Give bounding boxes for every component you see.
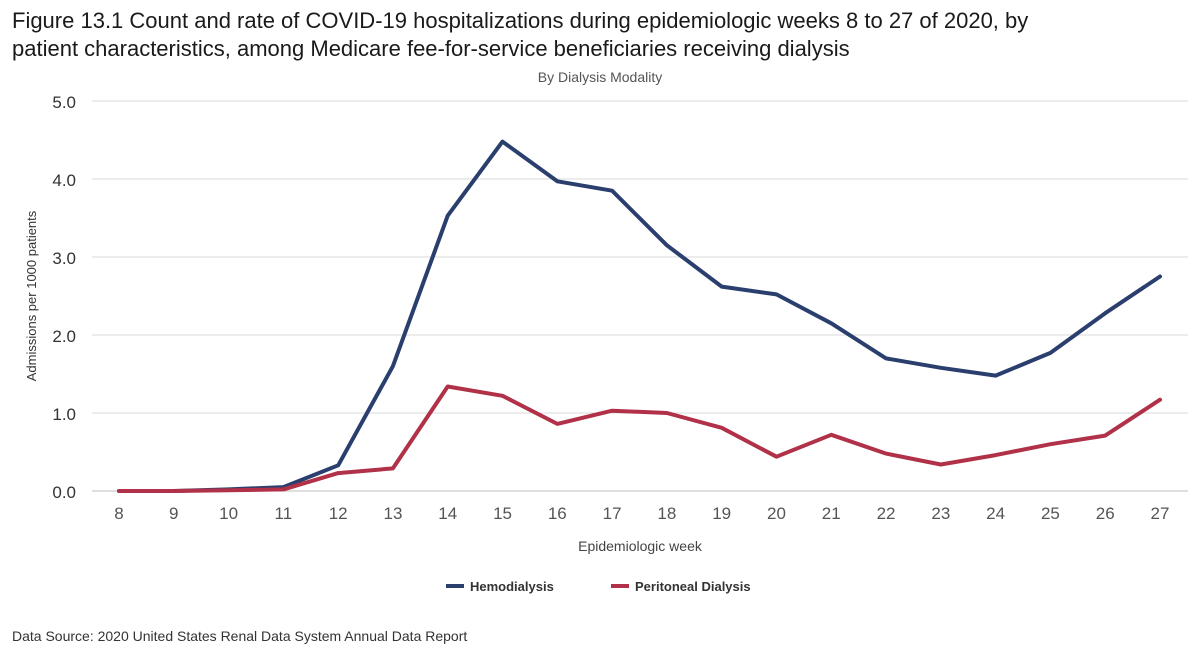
- x-tick-label: 26: [1096, 504, 1115, 523]
- data-source-note: Data Source: 2020 United States Renal Da…: [12, 628, 468, 644]
- legend-label-hemodialysis: Hemodialysis: [470, 579, 554, 594]
- x-tick-label: 19: [712, 504, 731, 523]
- x-tick-label: 10: [219, 504, 238, 523]
- y-tick-label: 3.0: [52, 249, 76, 268]
- x-tick-label: 20: [767, 504, 786, 523]
- x-tick-label: 23: [931, 504, 950, 523]
- y-tick-label: 2.0: [52, 327, 76, 346]
- y-tick-label: 0.0: [52, 483, 76, 502]
- y-axis-label: Admissions per 1000 patients: [24, 210, 39, 381]
- x-tick-label: 22: [877, 504, 896, 523]
- y-tick-label: 5.0: [52, 93, 76, 112]
- x-tick-label: 11: [275, 504, 293, 523]
- series-line-hemodialysis: [117, 139, 1162, 493]
- x-tick-label: 18: [657, 504, 676, 523]
- series-lines: [117, 139, 1162, 493]
- x-tick-label: 16: [548, 504, 567, 523]
- x-tick-label: 24: [986, 504, 1005, 523]
- x-tick-label: 12: [329, 504, 348, 523]
- x-tick-label: 8: [114, 504, 123, 523]
- y-tick-label: 4.0: [52, 171, 76, 190]
- figure-title-line-2: patient characteristics, among Medicare …: [12, 36, 850, 61]
- series-line-peritoneal-dialysis: [117, 384, 1162, 493]
- axes: 0.0 1.0 2.0 3.0 4.0 5.0 8 9 10 11 12 13 14 15 16 17 18 19…: [52, 93, 1188, 523]
- x-tick-label: 21: [822, 504, 841, 523]
- legend-label-peritoneal-dialysis: Peritoneal Dialysis: [635, 579, 751, 594]
- x-tick-label: 14: [438, 504, 457, 523]
- gridlines: [92, 100, 1188, 414]
- x-tick-label: 27: [1151, 504, 1170, 523]
- legend: Hemodialysis Peritoneal Dialysis: [446, 579, 751, 594]
- figure-title-line-1: Figure 13.1 Count and rate of COVID-19 h…: [12, 8, 1029, 33]
- x-tick-label: 17: [603, 504, 622, 523]
- y-tick-label: 1.0: [52, 405, 76, 424]
- x-axis-label: Epidemiologic week: [578, 538, 703, 554]
- x-tick-label: 15: [493, 504, 512, 523]
- chart-subtitle: By Dialysis Modality: [537, 69, 663, 85]
- x-tick-label: 9: [169, 504, 178, 523]
- figure-title: Figure 13.1 Count and rate of COVID-19 h…: [12, 7, 1182, 63]
- x-tick-label: 25: [1041, 504, 1060, 523]
- x-tick-label: 13: [383, 504, 402, 523]
